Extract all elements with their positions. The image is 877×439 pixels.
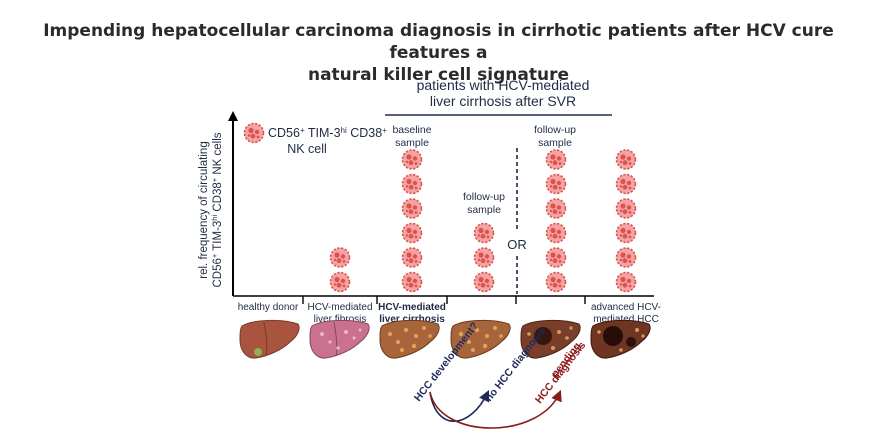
group-header-line-2: liver cirrhosis after SVR [430, 93, 576, 109]
group-label: advanced HCV- [591, 302, 661, 313]
legend-label-line-2: NK cell [287, 142, 327, 156]
nk-cell-stacks [329, 149, 637, 293]
y-label-sup-3: + [210, 177, 219, 182]
nk-cell-icon [401, 222, 423, 244]
y-label-sup-1: + [210, 253, 219, 258]
nk-cell-icon [545, 222, 567, 244]
followup-left-label-1: follow-up [463, 191, 505, 203]
liver-healthy [239, 319, 300, 359]
legend-cd38: CD38 [347, 126, 382, 140]
x-axis-ticks [302, 296, 586, 304]
nk-cell-icon [473, 247, 495, 268]
group-label: liver cirrhosis [379, 314, 445, 325]
legend-cd56: CD56 [268, 126, 300, 140]
followup-right-label-2: sample [538, 137, 572, 149]
nk-cell-icon [545, 198, 567, 219]
nk-cell-icon [615, 149, 637, 170]
baseline-label-2: sample [395, 137, 429, 149]
nk-cell-icon [329, 271, 351, 293]
nk-cell-icon [401, 247, 423, 268]
followup-right-label-1: follow-up [534, 124, 576, 136]
nk-cell-icon [545, 271, 567, 293]
title-line-2: natural killer cell signature [307, 65, 570, 85]
y-label-nk: NK cells [212, 132, 224, 178]
liver-pending-hcc [520, 319, 581, 359]
y-label-tim3: TIM-3 [212, 221, 224, 254]
group-label: HCV-mediated [378, 302, 446, 313]
liver-fibrosis [309, 319, 370, 359]
legend-nk-cell-icon [243, 122, 265, 144]
nk-cell-icon [401, 149, 423, 170]
legend-sup-2: hi [341, 126, 347, 135]
y-label-sup-2: hi [210, 215, 219, 221]
nk-cell-icon [401, 271, 423, 293]
nk-cell-icon [401, 198, 423, 219]
liver-advanced-hcc [590, 319, 651, 359]
y-label-cd38: CD38 [212, 182, 224, 215]
liver-cirrhosis [379, 319, 440, 359]
nk-cell-icon [545, 149, 567, 170]
legend-label-line-1: CD56+ TIM-3hi CD38+ [268, 126, 387, 141]
group-label: HCV-mediated [307, 302, 372, 313]
nk-cell-icon [545, 173, 567, 195]
nk-cell-icon [615, 198, 637, 219]
y-axis-arrowhead [228, 111, 238, 121]
nk-cell-icon [615, 173, 637, 195]
nk-cell-icon [473, 222, 495, 244]
legend-sup-3: + [382, 126, 387, 135]
legend-sup-1: + [300, 126, 305, 135]
arrow-no-hcc [429, 389, 490, 422]
nk-cell-icon [473, 271, 495, 293]
nk-cell-icon [545, 247, 567, 268]
group-header-line-1: patients with HCV-mediated [417, 77, 590, 93]
arrow-pending-hcc [429, 389, 562, 429]
group-label: mediated HCC [593, 314, 659, 325]
title-line-1: Impending hepatocellular carcinoma diagn… [43, 21, 834, 63]
group-label: healthy donor [238, 302, 299, 313]
y-axis-label-line-2: CD56+ TIM-3hi CD38+ NK cells [210, 132, 225, 287]
nk-cell-icon [615, 247, 637, 268]
or-label: OR [507, 237, 527, 252]
y-axis-label-line-1: rel. frequency of circulating [198, 141, 210, 278]
figure-title: Impending hepatocellular carcinoma diagn… [0, 20, 877, 86]
nk-cell-icon [329, 247, 351, 268]
legend-tim3: TIM-3 [305, 126, 341, 140]
baseline-label-1: baseline [392, 124, 431, 136]
y-axis-label: rel. frequency of circulating CD56+ TIM-… [198, 132, 224, 287]
group-label: liver fibrosis [314, 314, 367, 325]
y-label-cd56: CD56 [212, 258, 224, 287]
nk-cell-icon [615, 271, 637, 293]
liver-followup-no-hcc [450, 319, 511, 359]
nk-cell-icon [615, 222, 637, 244]
nk-cell-icon [401, 173, 423, 195]
followup-left-label-2: sample [467, 204, 501, 216]
